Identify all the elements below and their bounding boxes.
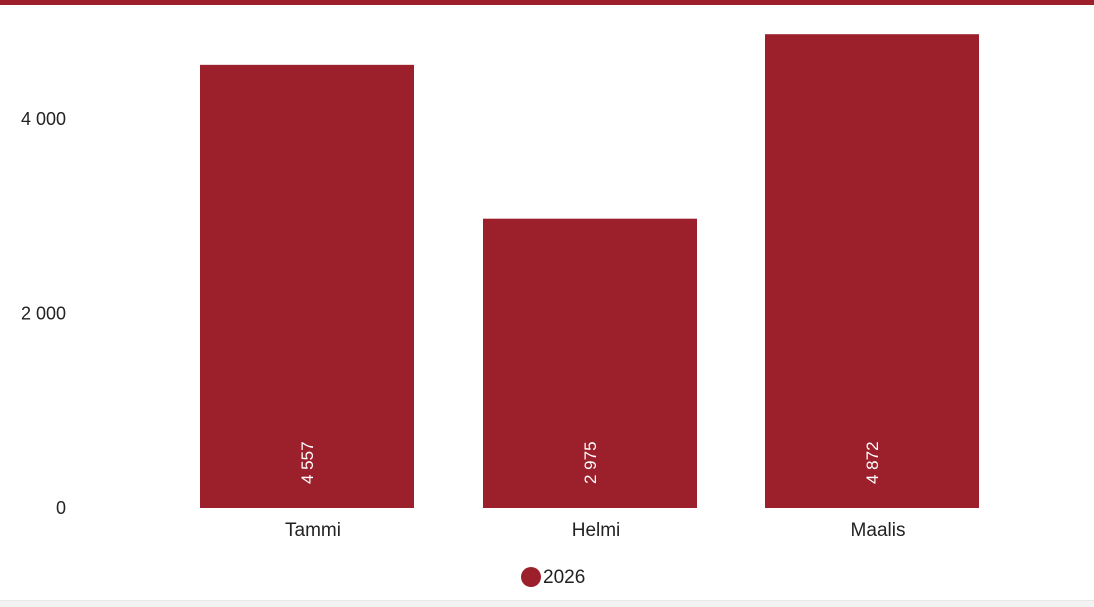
bar-maalis[interactable]	[765, 34, 979, 508]
top-accent-bar	[0, 0, 1094, 5]
bottom-strip	[0, 600, 1094, 607]
bar-helmi[interactable]	[483, 218, 697, 508]
y-tick-label: 2 000	[21, 304, 66, 324]
x-category-label: Tammi	[285, 520, 341, 541]
y-axis: 0 2 000 4 000	[21, 109, 66, 518]
y-tick-label: 0	[56, 498, 66, 518]
legend-marker[interactable]	[521, 567, 541, 587]
y-tick-label: 4 000	[21, 109, 66, 129]
x-axis: Tammi Helmi Maalis	[285, 520, 905, 541]
bar-value-label: 2 975	[581, 441, 600, 484]
legend-label[interactable]: 2026	[543, 567, 585, 588]
bar-tammi[interactable]	[200, 64, 414, 508]
legend[interactable]: 2026	[521, 567, 585, 588]
bars: 4 557 2 975 4 872	[200, 34, 979, 508]
x-category-label: Maalis	[851, 520, 906, 541]
bar-value-label: 4 557	[298, 441, 317, 484]
bar-value-label: 4 872	[863, 441, 882, 484]
x-category-label: Helmi	[572, 520, 621, 541]
